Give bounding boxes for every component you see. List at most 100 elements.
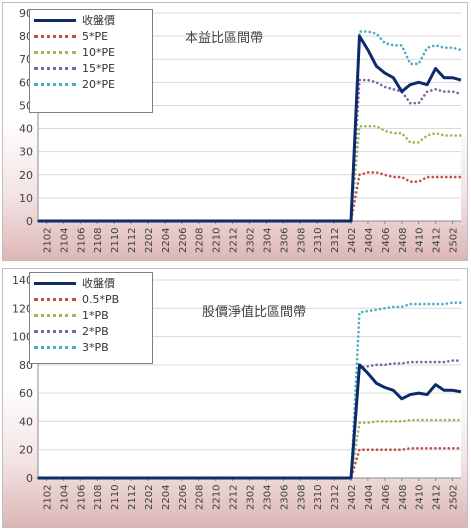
x-tick-label: 2212 bbox=[229, 228, 240, 253]
x-tick-label: 2302 bbox=[246, 228, 257, 253]
x-tick-label: 2102 bbox=[42, 485, 53, 510]
legend-label: 2*PB bbox=[82, 324, 109, 338]
legend-label: 1*PB bbox=[82, 308, 109, 322]
x-tick-label: 2402 bbox=[347, 485, 358, 510]
legend-label: 5*PE bbox=[82, 29, 109, 43]
x-tick-label: 2304 bbox=[262, 228, 273, 253]
legend-swatch bbox=[34, 345, 76, 349]
x-tick-label: 2210 bbox=[212, 228, 223, 253]
x-tick-label: 2204 bbox=[161, 228, 172, 253]
y-tick-label: 120 bbox=[12, 302, 33, 315]
legend-swatch bbox=[34, 66, 76, 70]
y-tick-label: 0 bbox=[26, 472, 33, 485]
legend-item: 10*PE bbox=[34, 44, 146, 60]
y-tick-label: 20 bbox=[19, 169, 33, 182]
x-tick-label: 2404 bbox=[364, 228, 375, 253]
legend-swatch bbox=[34, 18, 76, 22]
x-tick-label: 2212 bbox=[229, 485, 240, 510]
legend-swatch bbox=[34, 329, 76, 333]
legend-label: 10*PE bbox=[82, 45, 116, 59]
legend-label: 收盤價 bbox=[82, 277, 115, 290]
x-tick-label: 2206 bbox=[178, 485, 189, 510]
legend-item: 1*PB bbox=[34, 307, 146, 323]
x-tick-label: 2310 bbox=[313, 485, 324, 510]
chart-legend: 收盤價 5*PE 10*PE 15*PE 20*PE bbox=[29, 9, 153, 113]
x-tick-label: 2206 bbox=[178, 228, 189, 253]
x-tick-label: 2502 bbox=[449, 228, 460, 253]
y-tick-label: 20 bbox=[19, 444, 33, 457]
chart-title: 本益比區間帶 bbox=[185, 31, 264, 46]
x-tick-label: 2208 bbox=[195, 228, 206, 253]
x-tick-label: 2210 bbox=[212, 485, 223, 510]
x-tick-label: 2408 bbox=[398, 228, 409, 253]
y-tick-label: 40 bbox=[19, 415, 33, 428]
legend-swatch bbox=[34, 297, 76, 301]
x-tick-label: 2104 bbox=[59, 228, 70, 253]
legend-item: 5*PE bbox=[34, 28, 146, 44]
y-tick-label: 10 bbox=[19, 192, 33, 205]
x-tick-label: 2404 bbox=[364, 485, 375, 510]
x-tick-label: 2106 bbox=[76, 485, 87, 510]
x-tick-label: 2410 bbox=[415, 228, 426, 253]
x-tick-label: 2112 bbox=[127, 228, 138, 253]
pb-band-chart: 0 20 40 60 80 100 120 140 2102 2104 2106 2108 2110 21… bbox=[2, 268, 468, 528]
x-tick-label: 2112 bbox=[127, 485, 138, 510]
legend-item: 20*PE bbox=[34, 76, 146, 92]
x-tick-label: 2102 bbox=[42, 228, 53, 253]
legend-swatch bbox=[34, 50, 76, 54]
legend-label: 收盤價 bbox=[82, 14, 115, 27]
x-tick-label: 2104 bbox=[59, 485, 70, 510]
legend-item: 0.5*PB bbox=[34, 291, 146, 307]
x-tick-label: 2202 bbox=[144, 228, 155, 253]
legend-swatch bbox=[34, 313, 76, 317]
pe-band-chart: 0 10 20 30 40 50 60 70 80 90 2102 2104 2106 2108 2110 2… bbox=[2, 2, 468, 261]
x-tick-label: 2302 bbox=[246, 485, 257, 510]
x-tick-label: 2108 bbox=[93, 485, 104, 510]
x-tick-label: 2110 bbox=[110, 228, 121, 253]
x-tick-label: 2412 bbox=[432, 485, 443, 510]
legend-label: 15*PE bbox=[82, 61, 116, 75]
y-tick-label: 30 bbox=[19, 146, 33, 159]
legend-swatch bbox=[34, 34, 76, 38]
series-line bbox=[38, 363, 462, 480]
y-tick-label: 140 bbox=[12, 274, 33, 287]
legend-item: 收盤價 bbox=[34, 12, 146, 28]
legend-label: 3*PB bbox=[82, 340, 109, 354]
x-tick-label: 2312 bbox=[330, 485, 341, 510]
x-tick-label: 2310 bbox=[313, 228, 324, 253]
legend-label: 20*PE bbox=[82, 77, 116, 91]
chart-title: 股價淨值比區間帶 bbox=[202, 305, 307, 320]
x-tick-label: 2502 bbox=[449, 485, 460, 510]
legend-item: 3*PB bbox=[34, 339, 146, 355]
legend-swatch bbox=[34, 82, 76, 86]
legend-swatch bbox=[34, 281, 76, 285]
x-tick-label: 2412 bbox=[432, 228, 443, 253]
x-tick-label: 2110 bbox=[110, 485, 121, 510]
x-tick-label: 2308 bbox=[296, 228, 307, 253]
y-tick-label: 100 bbox=[12, 331, 33, 344]
series-line bbox=[38, 34, 462, 223]
x-tick-label: 2304 bbox=[262, 485, 273, 510]
x-tick-label: 2406 bbox=[381, 228, 392, 253]
y-tick-label: 0 bbox=[26, 215, 33, 228]
legend-item: 15*PE bbox=[34, 60, 146, 76]
x-tick-label: 2308 bbox=[296, 485, 307, 510]
x-tick-label: 2402 bbox=[347, 228, 358, 253]
y-tick-label: 40 bbox=[19, 123, 33, 136]
x-tick-label: 2410 bbox=[415, 485, 426, 510]
x-tick-label: 2108 bbox=[93, 228, 104, 253]
x-tick-label: 2106 bbox=[76, 228, 87, 253]
y-tick-label: 60 bbox=[19, 387, 33, 400]
x-tick-label: 2408 bbox=[398, 485, 409, 510]
x-tick-label: 2406 bbox=[381, 485, 392, 510]
x-tick-label: 2306 bbox=[279, 485, 290, 510]
x-tick-label: 2306 bbox=[279, 228, 290, 253]
x-tick-label: 2202 bbox=[144, 485, 155, 510]
legend-label: 0.5*PB bbox=[82, 292, 120, 306]
x-tick-label: 2204 bbox=[161, 485, 172, 510]
legend-item: 收盤價 bbox=[34, 275, 146, 291]
x-tick-label: 2208 bbox=[195, 485, 206, 510]
legend-item: 2*PB bbox=[34, 323, 146, 339]
x-tick-label: 2312 bbox=[330, 228, 341, 253]
chart-legend: 收盤價 0.5*PB 1*PB 2*PB 3*PB bbox=[29, 272, 153, 364]
